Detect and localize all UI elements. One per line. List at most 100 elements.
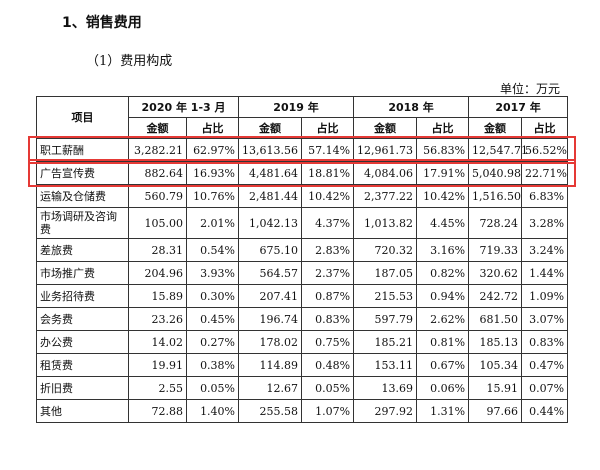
amount-cell: 185.21 xyxy=(353,330,418,354)
amount-cell: 2,481.44 xyxy=(238,184,303,208)
ratio-cell: 10.42% xyxy=(301,184,355,208)
ratio-cell: 3.07% xyxy=(521,307,569,331)
row-label: 职工薪酬 xyxy=(36,138,129,162)
amount-cell: 12,547.71 xyxy=(468,138,528,162)
row-label: 会务费 xyxy=(36,307,129,331)
ratio-cell: 4.37% xyxy=(301,207,355,239)
ratio-cell: 0.94% xyxy=(416,284,470,308)
amount-cell: 297.92 xyxy=(353,399,418,423)
row-label: 其他 xyxy=(36,399,129,423)
ratio-cell: 16.93% xyxy=(185,161,240,185)
ratio-cell: 2.01% xyxy=(185,207,240,239)
row-label: 业务招待费 xyxy=(36,284,129,308)
ratio-cell: 0.44% xyxy=(521,399,569,423)
ratio-cell: 0.45% xyxy=(185,307,240,331)
ratio-cell: 22.71% xyxy=(521,161,569,185)
table-row: 运输及仓储费 560.79 10.76% 2,481.44 10.42% 2,377.22… xyxy=(36,184,569,208)
row-label: 市场调研及咨询费 xyxy=(36,207,129,239)
ratio-cell: 1.44% xyxy=(521,261,569,285)
period-header: 2018 年 xyxy=(353,96,470,118)
subsection-heading: （1）费用构成 xyxy=(86,54,173,69)
item-header: 项目 xyxy=(36,96,129,139)
amount-cell: 4,481.64 xyxy=(238,161,303,185)
amount-cell: 597.79 xyxy=(353,307,418,331)
table-row: 折旧费 2.55 0.05% 12.67 0.05% 13.69 0.06% 15.91 0.0… xyxy=(36,376,569,400)
amount-cell: 187.05 xyxy=(353,261,418,285)
ratio-cell: 6.83% xyxy=(521,184,569,208)
table-row: 租赁费 19.91 0.38% 114.89 0.48% 153.11 0.67% 105.3… xyxy=(36,353,569,377)
row-label: 差旅费 xyxy=(36,238,129,262)
ratio-cell: 3.28% xyxy=(521,207,569,239)
ratio-header: 占比 xyxy=(185,117,240,139)
amount-cell: 1,516.50 xyxy=(468,184,523,208)
ratio-cell: 0.81% xyxy=(416,330,470,354)
amount-cell: 28.31 xyxy=(128,238,187,262)
amount-cell: 12.67 xyxy=(238,376,303,400)
amount-cell: 196.74 xyxy=(238,307,303,331)
ratio-cell: 0.75% xyxy=(301,330,355,354)
ratio-cell: 4.45% xyxy=(416,207,470,239)
ratio-cell: 1.07% xyxy=(301,399,355,423)
row-label: 租赁费 xyxy=(36,353,129,377)
ratio-cell: 2.37% xyxy=(301,261,355,285)
ratio-cell: 0.38% xyxy=(185,353,240,377)
period-header: 2020 年 1-3 月 xyxy=(127,96,240,118)
amount-cell: 242.72 xyxy=(468,284,523,308)
ratio-cell: 0.06% xyxy=(416,376,470,400)
amount-cell: 185.13 xyxy=(468,330,523,354)
amount-cell: 3,282.21 xyxy=(128,138,187,162)
amount-cell: 114.89 xyxy=(238,353,303,377)
amount-cell: 153.11 xyxy=(353,353,418,377)
table-row: 市场推广费 204.96 3.93% 564.57 2.37% 187.05 0.82% 32… xyxy=(36,261,569,285)
table-row: 业务招待费 15.89 0.30% 207.41 0.87% 215.53 0.94% 242… xyxy=(36,284,569,308)
ratio-cell: 2.83% xyxy=(301,238,355,262)
amount-cell: 882.64 xyxy=(128,161,187,185)
ratio-cell: 62.97% xyxy=(185,138,240,162)
amount-cell: 675.10 xyxy=(238,238,303,262)
amount-cell: 13,613.56 xyxy=(238,138,303,162)
amount-cell: 15.91 xyxy=(468,376,523,400)
amount-header: 金额 xyxy=(128,117,187,139)
ratio-header: 占比 xyxy=(416,117,470,139)
table-row: 会务费 23.26 0.45% 196.74 0.83% 597.79 2.62% 681.5… xyxy=(36,307,569,331)
amount-cell: 14.02 xyxy=(128,330,187,354)
amount-cell: 720.32 xyxy=(353,238,418,262)
ratio-cell: 1.31% xyxy=(416,399,470,423)
amount-cell: 105.34 xyxy=(468,353,523,377)
amount-cell: 2.55 xyxy=(128,376,187,400)
ratio-cell: 0.48% xyxy=(301,353,355,377)
amount-cell: 15.89 xyxy=(128,284,187,308)
amount-cell: 207.41 xyxy=(238,284,303,308)
amount-cell: 105.00 xyxy=(128,207,187,239)
amount-header: 金额 xyxy=(353,117,418,139)
amount-cell: 19.91 xyxy=(128,353,187,377)
table-row: 差旅费 28.31 0.54% 675.10 2.83% 720.32 3.16% 719.3… xyxy=(36,238,569,262)
amount-cell: 728.24 xyxy=(468,207,523,239)
amount-cell: 72.88 xyxy=(128,399,187,423)
ratio-cell: 1.09% xyxy=(521,284,569,308)
ratio-cell: 57.14% xyxy=(301,138,355,162)
row-label: 折旧费 xyxy=(36,376,129,400)
table-row: 市场调研及咨询费 105.00 2.01% 1,042.13 4.37% 1,013.82… xyxy=(36,207,569,239)
ratio-cell: 0.27% xyxy=(185,330,240,354)
ratio-cell: 0.05% xyxy=(301,376,355,400)
ratio-cell: 2.62% xyxy=(416,307,470,331)
ratio-header: 占比 xyxy=(521,117,569,139)
amount-cell: 320.62 xyxy=(468,261,523,285)
ratio-cell: 10.76% xyxy=(185,184,240,208)
ratio-cell: 0.82% xyxy=(416,261,470,285)
ratio-cell: 17.91% xyxy=(416,161,470,185)
ratio-cell: 0.54% xyxy=(185,238,240,262)
amount-header: 金额 xyxy=(468,117,523,139)
section-heading: 1、销售费用 xyxy=(62,15,142,31)
ratio-cell: 18.81% xyxy=(301,161,355,185)
amount-cell: 97.66 xyxy=(468,399,523,423)
ratio-cell: 0.07% xyxy=(521,376,569,400)
ratio-cell: 56.83% xyxy=(416,138,470,162)
row-label: 运输及仓储费 xyxy=(36,184,129,208)
amount-cell: 564.57 xyxy=(238,261,303,285)
ratio-cell: 3.93% xyxy=(185,261,240,285)
row-label: 市场推广费 xyxy=(36,261,129,285)
amount-cell: 5,040.98 xyxy=(468,161,523,185)
ratio-cell: 0.87% xyxy=(301,284,355,308)
